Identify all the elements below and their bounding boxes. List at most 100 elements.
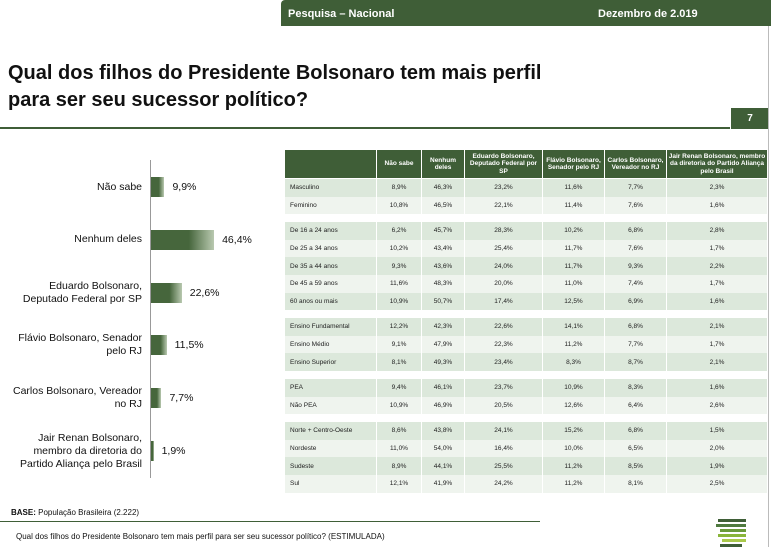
row: 60 anos ou mais 10,9% 50,7% 17,4% 12,5% 6,9% 1… [285,292,767,311]
row-label: Sul [285,474,376,493]
row: De 16 a 24 anos 6,2% 45,7% 28,3% 10,2% 6,8% 2,… [285,222,767,240]
cell: 23,4% [465,353,542,371]
bar [151,388,162,409]
cell: 11,2% [543,335,604,354]
title: Qual dos filhos do Presidente Bolsonaro … [8,62,542,84]
value-label: 9,9% [172,181,197,193]
cell: 54,0% [422,439,464,458]
cell: 22,3% [465,335,542,354]
row: Sul 12,1% 41,9% 24,2% 11,2% 8,1% 2,5% [285,474,767,493]
cell: 11,2% [543,457,604,475]
cell: 6,4% [605,396,666,415]
cell: 8,1% [605,474,666,493]
cell: 23,7% [465,378,542,397]
bar [151,282,182,303]
cell: 8,3% [543,353,604,371]
rule [0,127,730,129]
cell: 6,9% [605,292,666,311]
row-label: De 25 a 34 anos [285,239,376,258]
cell: 2,2% [667,257,767,275]
cell: 10,9% [377,292,421,311]
cell: 43,8% [422,422,464,440]
page-number: 7 [731,108,769,129]
row-label: Nordeste [285,439,376,458]
header-cell [285,150,376,178]
footer-rule [0,521,540,522]
cell: 9,1% [377,335,421,354]
header-cell: Nenhum deles [422,150,464,178]
cell: 42,3% [422,318,464,336]
row: Norte + Centro-Oeste 8,6% 43,8% 24,1% 15,2% 6… [285,422,767,440]
cell: 8,6% [377,422,421,440]
category-label: Carlos Bolsonaro, Vereador no RJ [13,385,142,411]
base: BASE: População Brasileira (2.222) [11,508,139,517]
cell: 1,9% [667,457,767,475]
cell: 10,9% [377,396,421,415]
gap [285,310,767,318]
cell: 11,0% [543,274,604,293]
cell: 10,2% [543,222,604,240]
cell: 14,1% [543,318,604,336]
cell: 8,7% [605,353,666,371]
cell: 46,5% [422,196,464,215]
row-label: Masculino [285,179,376,197]
cell: 45,7% [422,222,464,240]
row-label: De 35 a 44 anos [285,257,376,275]
cell: 25,4% [465,239,542,258]
category-label: Não sabe [97,180,142,193]
axis [150,160,151,478]
cell: 1,7% [667,335,767,354]
cell: 43,4% [422,239,464,258]
header-cell: Jair Renan Bolsonaro, membro da diretori… [667,150,767,178]
date: Dezembro de 2.019 [598,8,698,20]
row: Nordeste 11,0% 54,0% 16,4% 10,0% 6,5% 2,0% [285,439,767,458]
bar [151,335,167,356]
cell: 22,6% [465,318,542,336]
cell: 9,4% [377,378,421,397]
cell: 9,3% [605,257,666,275]
cell: 43,6% [422,257,464,275]
cell: 8,3% [605,378,666,397]
cell: 1,6% [667,196,767,215]
cell: 28,3% [465,222,542,240]
cell: 46,1% [422,378,464,397]
cell: 2,1% [667,353,767,371]
bar [151,441,154,461]
value-label: 46,4% [222,233,252,246]
cell: 12,1% [377,474,421,493]
cell: 2,8% [667,222,767,240]
value-label: 1,9% [161,445,186,457]
row: PEA 9,4% 46,1% 23,7% 10,9% 8,3% 1,6% [285,378,767,397]
gap [285,214,767,222]
cell: 6,8% [605,422,666,440]
cell: 2,6% [667,396,767,415]
cell: 7,6% [605,196,666,215]
row: Feminino 10,8% 46,5% 22,1% 11,4% 7,6% 1,6% [285,196,767,215]
cell: 49,3% [422,353,464,371]
cell: 8,1% [377,353,421,371]
value-label: 11,5% [174,339,204,352]
cell: 1,6% [667,378,767,397]
cell: 8,9% [377,457,421,475]
row-label: Norte + Centro-Oeste [285,422,376,440]
title: para ser seu sucessor político? [8,89,309,111]
question: Qual dos filhos do Presidente Bolsonaro … [16,532,385,541]
cell: 7,7% [605,179,666,197]
row-label: PEA [285,378,376,397]
row: Ensino Superior 8,1% 49,3% 23,4% 8,3% 8,7% 2,1… [285,353,767,371]
category-label: Eduardo Bolsonaro, Deputado Federal por … [22,279,142,305]
row: Masculino 8,9% 46,3% 23,2% 11,6% 7,7% 2,3% [285,179,767,197]
cell: 11,7% [543,257,604,275]
row-label: Sudeste [285,457,376,475]
table-grid: Não sabe Nenhum deles Eduardo Bolsonaro, D… [284,150,768,493]
cell: 11,6% [377,274,421,293]
row: Ensino Fundamental 12,2% 42,3% 22,6% 14,1% 6,… [285,318,767,336]
row-label: De 16 a 24 anos [285,222,376,240]
header-cell: Não sabe [377,150,421,178]
cell: 2,5% [667,474,767,493]
cell: 23,2% [465,179,542,197]
gap-cell [285,214,767,222]
row: Sudeste 8,9% 44,1% 25,5% 11,2% 8,5% 1,9% [285,457,767,475]
row: Não PEA 10,9% 46,9% 20,5% 12,6% 6,4% 2,6% [285,396,767,415]
